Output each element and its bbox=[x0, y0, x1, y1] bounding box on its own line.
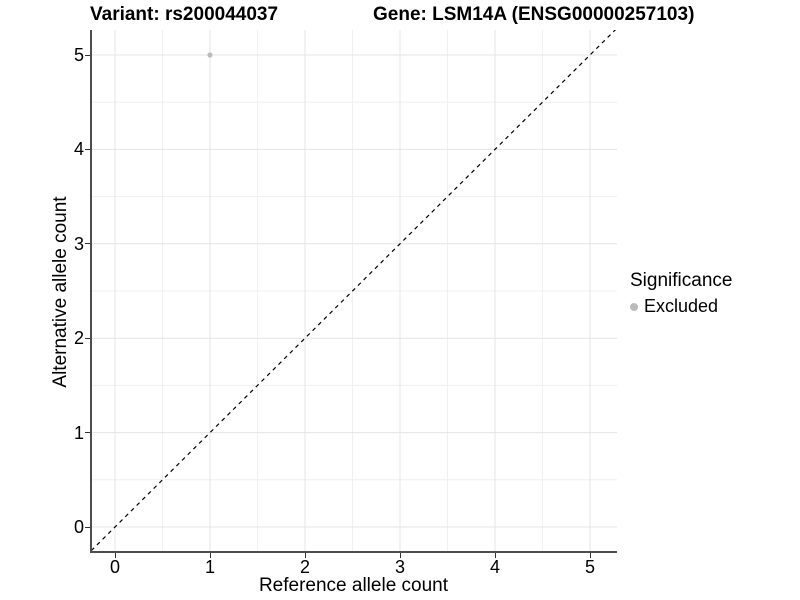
legend-item: Excluded bbox=[630, 296, 732, 317]
x-tick-label: 3 bbox=[394, 557, 405, 577]
data-point bbox=[207, 52, 213, 58]
identity-reference-line bbox=[92, 30, 617, 551]
x-tick-label: 1 bbox=[204, 557, 215, 577]
y-tick-mark bbox=[85, 432, 90, 434]
x-tick-label: 4 bbox=[489, 557, 500, 577]
plot-title-variant: Variant: rs200044037 bbox=[90, 4, 279, 25]
legend: Significance Excluded bbox=[630, 270, 732, 317]
legend-title: Significance bbox=[630, 270, 733, 291]
y-tick-mark bbox=[85, 526, 90, 528]
y-axis-title: Alternative allele count bbox=[50, 196, 71, 388]
legend-items: Excluded bbox=[630, 296, 732, 317]
legend-point-icon bbox=[630, 302, 638, 311]
x-tick-mark bbox=[304, 553, 306, 558]
x-tick-label: 5 bbox=[584, 557, 595, 577]
x-tick-label: 0 bbox=[109, 557, 120, 577]
y-tick-label: 5 bbox=[73, 45, 84, 65]
y-tick-mark bbox=[85, 337, 90, 339]
legend-item-label: Excluded bbox=[644, 296, 719, 316]
plot-canvas bbox=[92, 30, 617, 551]
x-tick-mark bbox=[209, 553, 211, 558]
y-tick-label: 1 bbox=[73, 422, 84, 443]
y-tick-mark bbox=[85, 148, 90, 150]
x-axis-title: Reference allele count bbox=[258, 575, 449, 596]
y-tick-label: 2 bbox=[73, 328, 84, 349]
y-tick-mark bbox=[85, 243, 90, 245]
x-tick-mark bbox=[494, 553, 496, 558]
x-tick-mark bbox=[589, 553, 591, 558]
x-tick-label: 2 bbox=[299, 557, 310, 577]
y-tick-label: 3 bbox=[73, 233, 84, 254]
y-tick-label: 4 bbox=[73, 139, 84, 160]
x-tick-mark bbox=[114, 553, 116, 558]
plot-panel bbox=[90, 30, 617, 553]
plot-title-gene: Gene: LSM14A (ENSG00000257103) bbox=[373, 4, 695, 25]
y-tick-mark bbox=[85, 54, 90, 56]
x-tick-mark bbox=[399, 553, 401, 558]
y-tick-label: 0 bbox=[73, 517, 84, 537]
